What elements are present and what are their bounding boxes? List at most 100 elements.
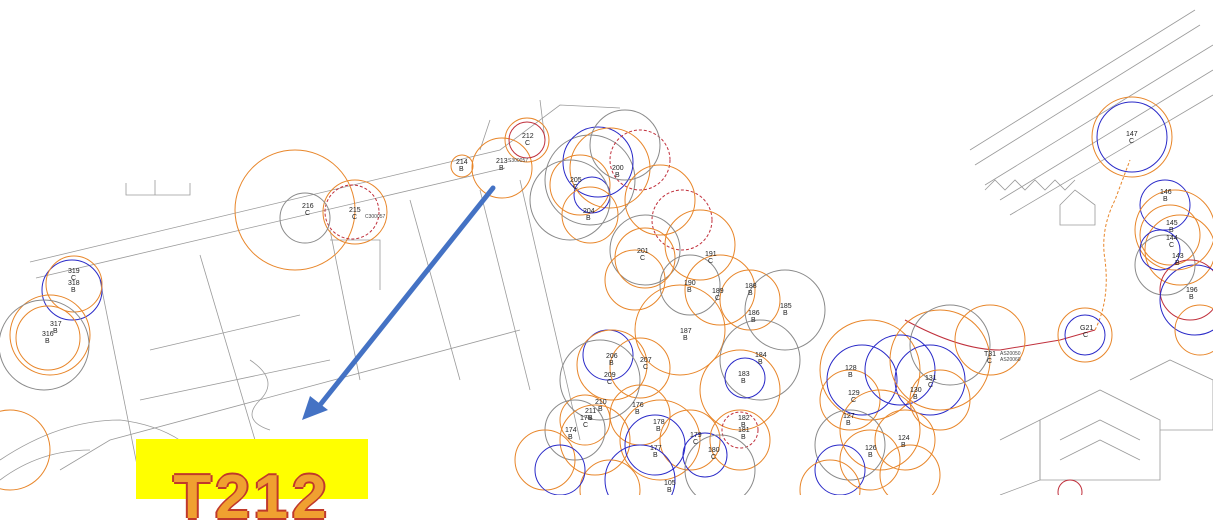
- note-s300057: S300057: [508, 158, 528, 164]
- canopy-c6: [589, 109, 661, 181]
- tree-code-g21: C: [1083, 332, 1088, 339]
- tree-tag-label: T212: [173, 463, 331, 532]
- tree-code-204: B: [586, 215, 591, 222]
- tree-label-146: 146: [1160, 189, 1172, 196]
- canopy-r9: [954, 304, 1026, 376]
- canopy-c13: [609, 214, 681, 286]
- tree-code-200: B: [615, 172, 620, 179]
- tree-label-206: 206: [606, 353, 618, 360]
- tree-code-319: C: [71, 275, 76, 282]
- building-se-3: [1129, 359, 1213, 431]
- canopy-215-red: [324, 184, 380, 240]
- canopy-r7: [909, 304, 991, 386]
- canopy-c4: [569, 127, 651, 209]
- canopy-se-red: [1057, 479, 1083, 495]
- tree-code-174: B: [568, 434, 573, 441]
- canopy-c5: [609, 129, 671, 191]
- canopy-147-blue: [1096, 101, 1168, 173]
- tree-code-127: B: [846, 420, 851, 427]
- canopy-145: [1139, 204, 1201, 266]
- canopy-319-blue: [41, 259, 103, 321]
- tree-code-191: C: [708, 258, 713, 265]
- building-wall-4: [409, 199, 461, 381]
- tree-code-216: C: [305, 210, 310, 217]
- canopy-212-red: [508, 121, 546, 159]
- tree-label-189: 189: [712, 288, 724, 295]
- tree-code-180: C: [711, 454, 716, 461]
- canopy-g21-blue: [1064, 314, 1106, 356]
- tree-label-t31: T31: [984, 351, 996, 358]
- building-wall-5: [479, 189, 531, 391]
- canopy-c10: [624, 164, 696, 236]
- canopy-r13: [839, 429, 901, 491]
- tree-label-131: 131: [925, 375, 937, 382]
- tree-code-128: B: [848, 372, 853, 379]
- canopy-144: [1144, 214, 1213, 286]
- canopy-r1: [819, 319, 921, 421]
- canopy-r5: [894, 344, 966, 416]
- tree-label-318: 318: [68, 280, 80, 287]
- building-se-1: [1039, 389, 1161, 481]
- tree-label-147: 147: [1126, 131, 1138, 138]
- canopy-c27: [699, 349, 781, 431]
- tree-label-176: 176: [632, 402, 644, 409]
- canopy-r2: [819, 369, 881, 431]
- tree-code-124: B: [901, 442, 906, 449]
- canopy-r11: [814, 409, 886, 481]
- tree-code-187: B: [683, 335, 688, 342]
- canopy-317-orange: [9, 294, 91, 376]
- tree-code-177: B: [653, 452, 658, 459]
- tree-code-213: B: [499, 165, 504, 172]
- canopy-r12: [814, 444, 866, 495]
- tree-label-179: 179: [690, 432, 702, 439]
- canopy-fr1: [1134, 189, 1213, 271]
- tree-label-178: 178: [653, 419, 665, 426]
- tree-label-201: 201: [637, 248, 649, 255]
- tree-label-175: 175: [580, 415, 592, 422]
- tree-code-205: C: [573, 184, 578, 191]
- tree-label-190: 190: [684, 280, 696, 287]
- tree-code-147: C: [1129, 138, 1134, 145]
- tree-label-188: 188: [745, 283, 757, 290]
- utility-lines: [904, 159, 1131, 351]
- canopy-c20: [634, 284, 726, 376]
- tree-code-186: B: [751, 317, 756, 324]
- tree-label-213: 213: [496, 158, 508, 165]
- tree-label-144: 144: [1166, 235, 1178, 242]
- tree-label-216: 216: [302, 203, 314, 210]
- tree-label-204: 204: [583, 208, 595, 215]
- tree-code-212: C: [525, 140, 530, 147]
- tree-canopies: [0, 96, 1213, 495]
- tree-code-210: B: [598, 406, 603, 413]
- tree-code-190: B: [687, 287, 692, 294]
- canopy-146: [1139, 179, 1191, 231]
- tree-code-t31: C: [987, 358, 992, 365]
- tree-code-189: C: [715, 295, 720, 302]
- tree-code-206: B: [609, 360, 614, 367]
- tree-code-126: B: [868, 452, 873, 459]
- tree-code-105: B: [667, 487, 672, 494]
- tree-code-214: B: [459, 166, 464, 173]
- site-linework: [0, 9, 1213, 495]
- outbuilding: [125, 183, 191, 196]
- canopy-c40: [579, 459, 641, 495]
- canopy-316-grey: [0, 299, 90, 391]
- canopy-c8: [561, 186, 619, 244]
- tree-code-317: B: [53, 328, 58, 335]
- tree-code-130: B: [913, 394, 918, 401]
- canopy-214: [450, 154, 474, 178]
- canopy-c12: [664, 209, 736, 281]
- road-line-2: [974, 24, 1201, 166]
- tree-label-316: 316: [42, 331, 54, 338]
- canopy-c19: [744, 269, 826, 351]
- tree-code-209: C: [607, 379, 612, 386]
- building-wall-2: [199, 254, 256, 441]
- tree-code-184: B: [758, 359, 763, 366]
- tree-code-176: B: [635, 409, 640, 416]
- canopy-c2: [549, 154, 611, 216]
- canopy-c37: [709, 409, 771, 471]
- tree-label-317: 317: [50, 321, 62, 328]
- canopy-216-orange: [234, 149, 356, 271]
- canopy-r15: [879, 444, 941, 495]
- road-line-5: [1009, 94, 1213, 216]
